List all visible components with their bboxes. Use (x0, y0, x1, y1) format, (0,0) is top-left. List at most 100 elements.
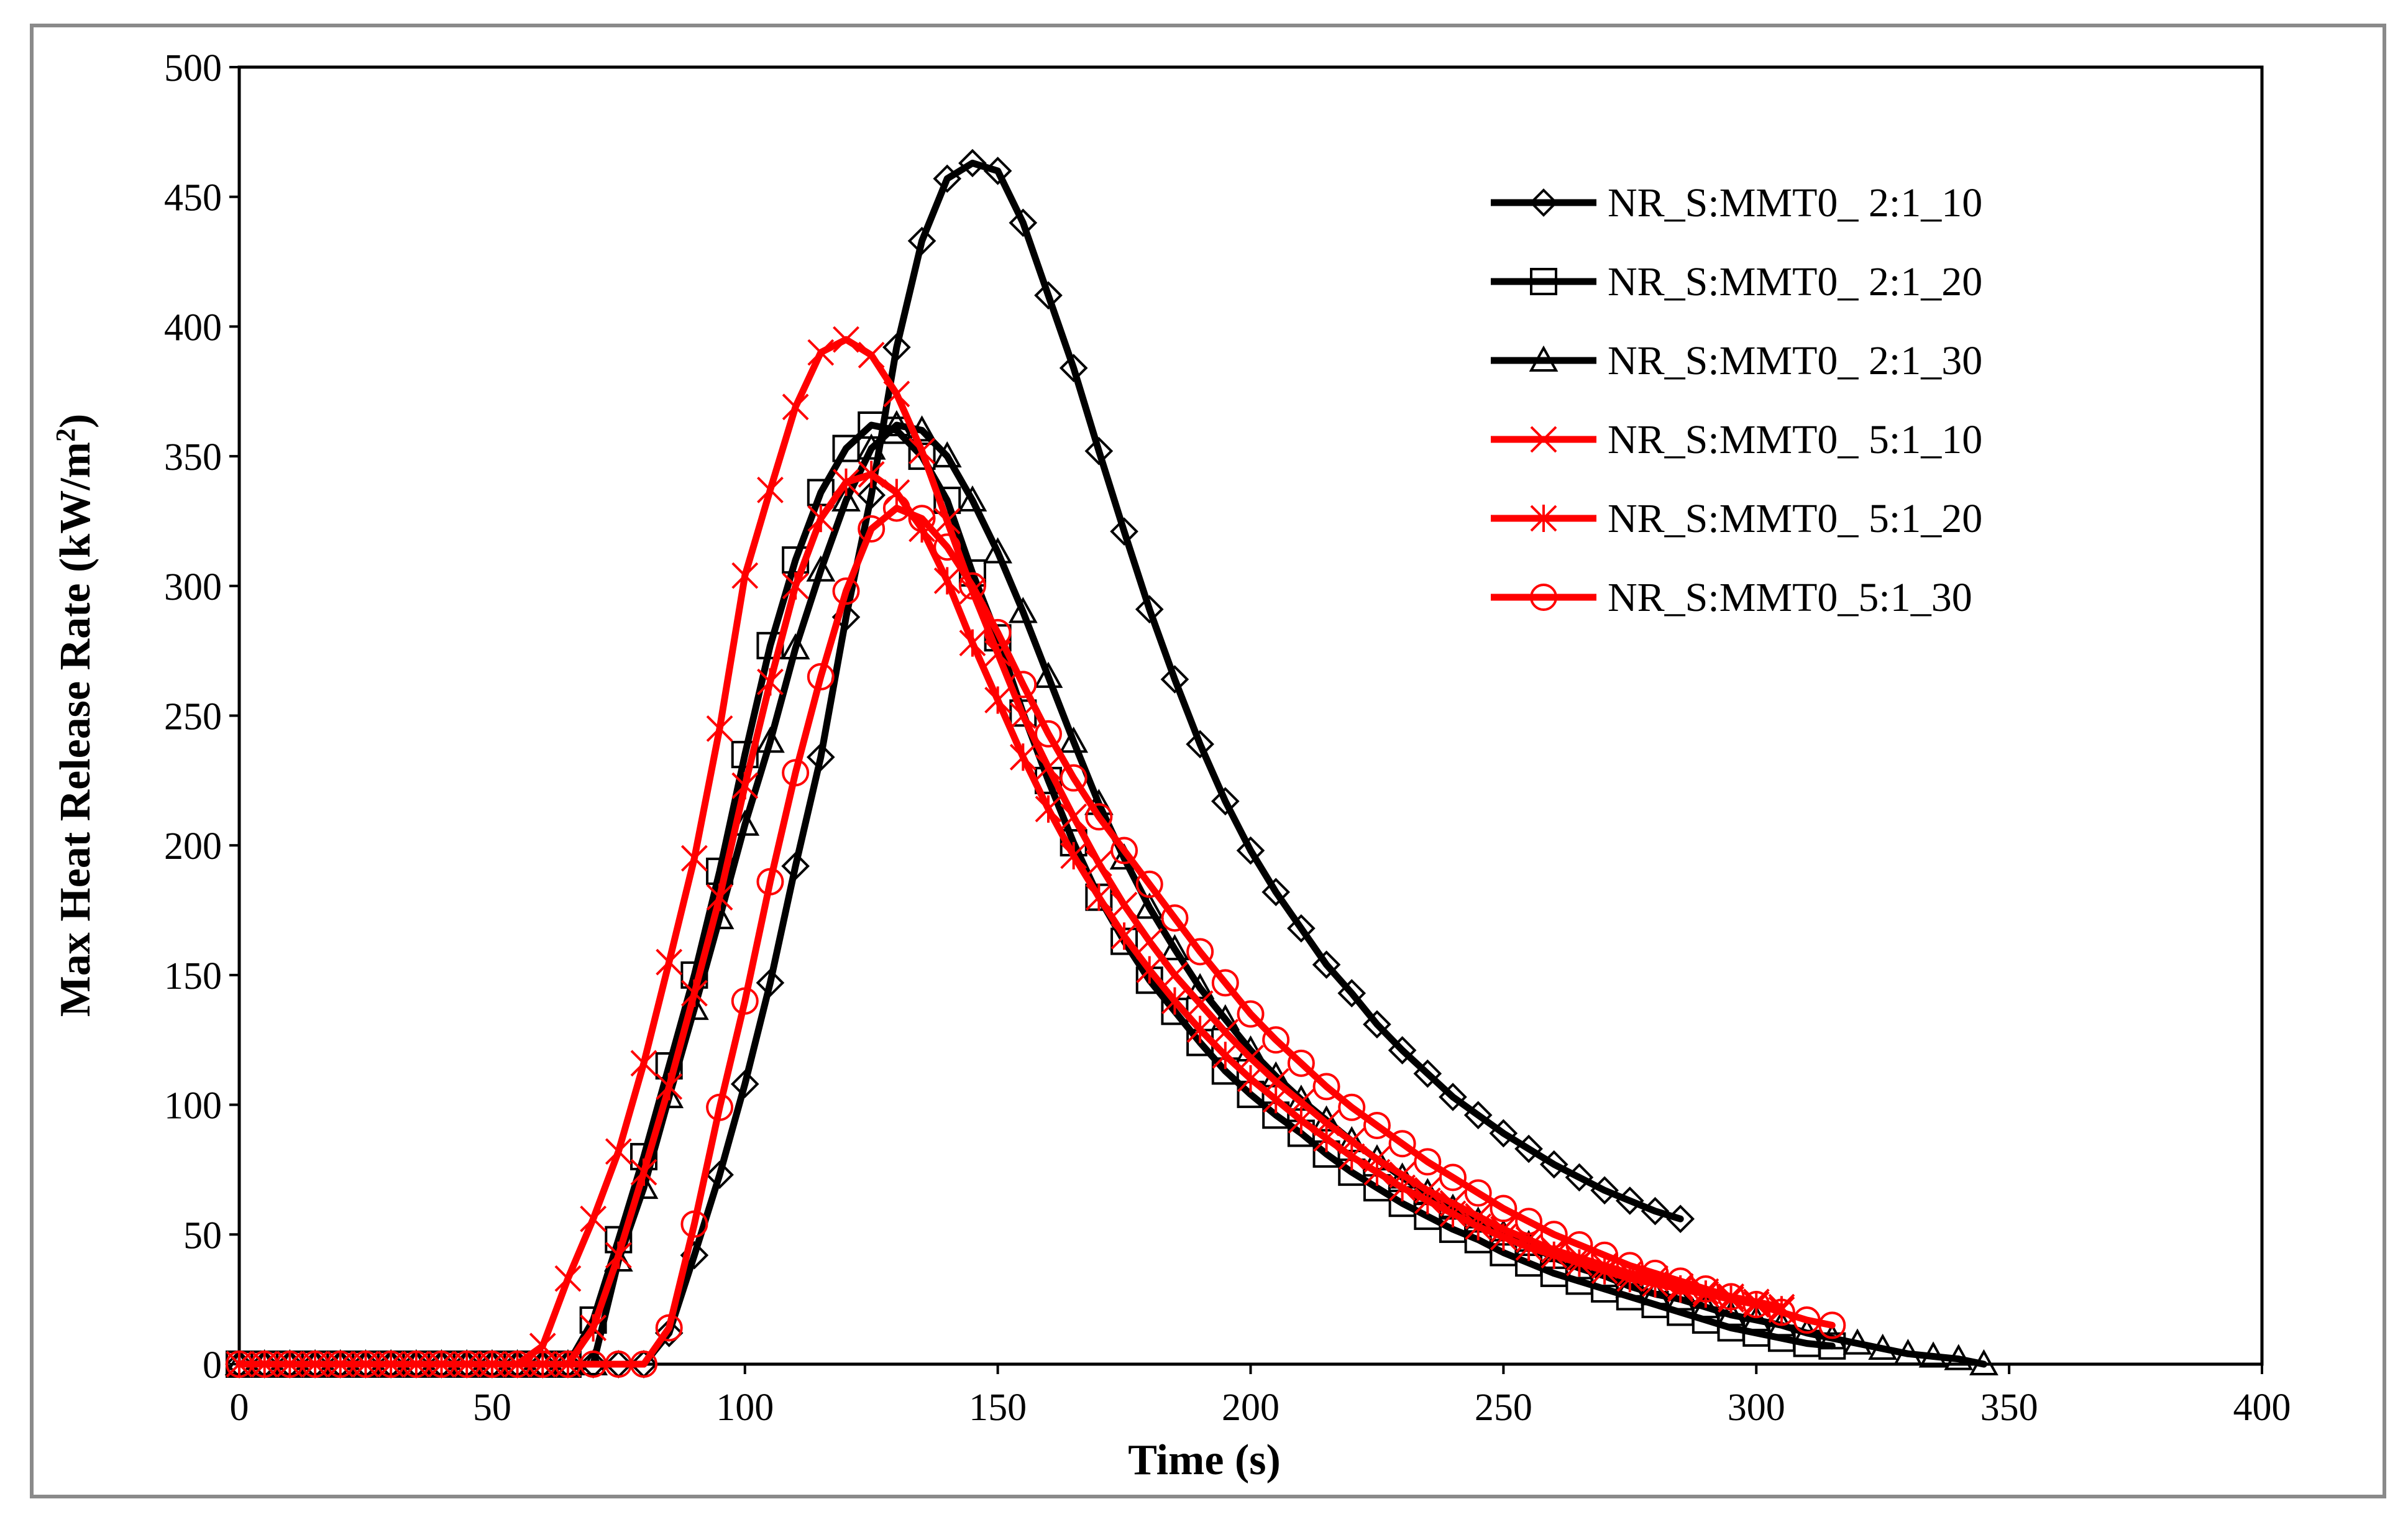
chart-frame: 0 50 100 150 200 250 300 350 400 0 50 100 150 200 250… (30, 24, 2386, 1498)
legend: NR_S:MMT0_ 2:1_10 NR_S:MMT0_ 2:1_20 NR_S:M… (1491, 180, 1982, 620)
data-point (1135, 595, 1164, 624)
data-point (1565, 1163, 1594, 1192)
data-point (731, 741, 759, 769)
legend-marker (1529, 345, 1559, 372)
legend-marker (1530, 505, 1557, 532)
data-point (1161, 904, 1189, 932)
data-point (958, 149, 987, 178)
x-tick-label: 200 (1222, 1387, 1280, 1429)
data-point (882, 494, 910, 522)
data-point (1338, 1093, 1366, 1121)
plot-area (237, 65, 2264, 1366)
data-point (1033, 661, 1063, 688)
data-point (832, 434, 860, 462)
data-point (1237, 1065, 1264, 1093)
data-point (1287, 914, 1316, 943)
y-tick-label: 400 (164, 306, 222, 349)
data-point (654, 1319, 684, 1347)
legend-item: NR_S:MMT0_ 2:1_30 (1491, 338, 1982, 383)
data-point (1793, 1306, 1821, 1334)
data-point (1615, 1186, 1644, 1215)
legend-marker (1529, 188, 1558, 217)
data-point (858, 341, 885, 369)
data-point (1110, 922, 1138, 950)
data-point (1084, 436, 1114, 465)
data-point (959, 629, 986, 657)
data-point (1539, 1150, 1568, 1179)
data-point (856, 433, 886, 460)
y-axis-title-end: ) (52, 414, 99, 428)
data-point (1008, 597, 1038, 623)
data-point (731, 772, 759, 800)
data-point (1186, 730, 1214, 759)
data-point (1262, 1086, 1289, 1114)
data-point (1236, 836, 1265, 865)
data-point (782, 759, 810, 787)
data-point (1085, 883, 1112, 911)
data-point (705, 1160, 734, 1190)
data-point (756, 868, 784, 896)
data-point (1009, 671, 1037, 699)
data-point (1439, 1083, 1467, 1111)
data-point (908, 505, 936, 533)
data-point (1843, 1328, 1872, 1355)
data-point (1591, 1257, 1618, 1285)
data-point (1944, 1344, 1974, 1370)
data-point (1868, 1333, 1898, 1360)
data-point (1414, 1187, 1441, 1215)
y-tick-label: 100 (164, 1085, 222, 1127)
data-point (984, 618, 1012, 646)
legend-item: NR_S:MMT0_5:1_30 (1491, 575, 1972, 620)
data-point (831, 485, 861, 512)
data-point (882, 332, 911, 362)
x-tick-label: 150 (969, 1387, 1027, 1429)
data-point (1085, 803, 1113, 831)
legend-marker (1530, 426, 1557, 453)
data-point (1060, 803, 1087, 830)
data-point (1212, 1019, 1239, 1046)
data-point (630, 1158, 657, 1186)
data-point (1212, 1042, 1239, 1070)
heat-release-chart: 0 50 100 150 200 250 300 350 400 050100150200250… (50, 47, 2291, 1484)
data-point (757, 668, 784, 696)
data-point (605, 1241, 632, 1269)
data-point (781, 633, 810, 659)
data-point (883, 380, 910, 408)
data-point (1313, 1124, 1340, 1152)
data-point (680, 845, 708, 872)
data-point (1388, 1130, 1416, 1158)
legend-label: NR_S:MMT0_ 2:1_10 (1608, 180, 1982, 226)
y-tick-label: 500 (164, 47, 222, 89)
y-tick-label: 200 (164, 825, 222, 868)
data-point (1135, 870, 1163, 898)
data-point (833, 326, 859, 353)
data-point (907, 226, 936, 255)
data-point (1414, 1148, 1442, 1176)
legend-label: NR_S:MMT0_ 5:1_10 (1608, 417, 1982, 462)
data-point (1288, 1106, 1315, 1134)
data-point (1185, 973, 1215, 999)
data-point (782, 393, 809, 421)
data-point (781, 851, 810, 881)
data-point (1691, 1292, 1721, 1319)
data-point (1389, 1174, 1416, 1202)
data-point (1388, 1036, 1417, 1065)
data-point (1665, 1284, 1695, 1311)
data-point (1136, 928, 1163, 955)
y-tick-label: 150 (164, 955, 222, 997)
data-point (1818, 1311, 1846, 1339)
data-point (1439, 1199, 1467, 1227)
data-point (858, 515, 886, 543)
data-point (1742, 1290, 1770, 1318)
data-point (630, 1050, 657, 1077)
data-point (933, 567, 961, 595)
data-point (1338, 1143, 1365, 1171)
data-point (1565, 1231, 1593, 1259)
data-point (1969, 1349, 1998, 1375)
data-point (1060, 764, 1087, 792)
data-point (1312, 950, 1341, 979)
y-axis-ticks: 0 50 100 150 200 250 300 350 400 450 500 (164, 47, 239, 1387)
data-point (1667, 1267, 1695, 1295)
x-axis-ticks: 0 50 100 150 200 250 300 350 400 (230, 1364, 2291, 1429)
x-axis-title: Time (s) (1128, 1436, 1281, 1484)
